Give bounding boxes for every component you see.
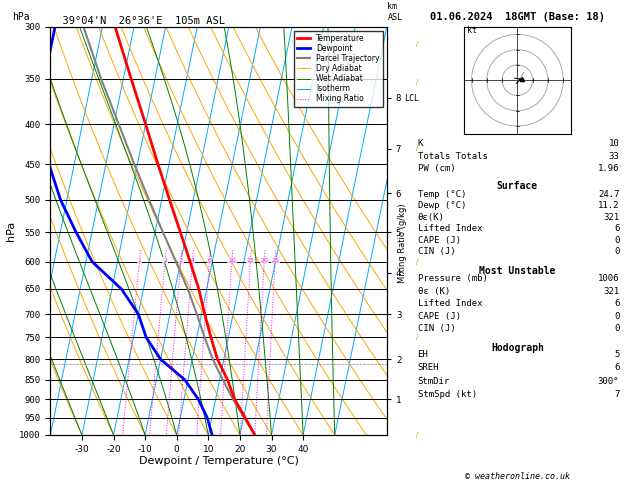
Text: /: / xyxy=(416,259,418,265)
Text: Totals Totals: Totals Totals xyxy=(418,152,487,161)
Text: 0: 0 xyxy=(614,324,620,333)
Text: CAPE (J): CAPE (J) xyxy=(418,312,460,321)
Text: CIN (J): CIN (J) xyxy=(418,247,455,256)
Text: 11.2: 11.2 xyxy=(598,201,620,210)
Text: © weatheronline.co.uk: © weatheronline.co.uk xyxy=(465,472,570,481)
Text: Lifted Index: Lifted Index xyxy=(418,224,482,233)
Text: Most Unstable: Most Unstable xyxy=(479,266,555,276)
Text: 24.7: 24.7 xyxy=(598,190,620,199)
Text: EH: EH xyxy=(418,350,428,359)
Text: 5: 5 xyxy=(614,350,620,359)
Legend: Temperature, Dewpoint, Parcel Trajectory, Dry Adiabat, Wet Adiabat, Isotherm, Mi: Temperature, Dewpoint, Parcel Trajectory… xyxy=(294,31,383,106)
Text: /: / xyxy=(416,334,418,340)
Text: /: / xyxy=(416,41,418,47)
Y-axis label: hPa: hPa xyxy=(6,221,16,241)
Text: /: / xyxy=(416,432,418,438)
Text: 20: 20 xyxy=(260,258,268,262)
Text: 3: 3 xyxy=(179,258,183,262)
Text: Surface: Surface xyxy=(497,181,538,191)
Text: 6: 6 xyxy=(614,364,620,372)
Text: K: K xyxy=(418,139,423,148)
Text: θε (K): θε (K) xyxy=(418,287,450,295)
Text: CAPE (J): CAPE (J) xyxy=(418,236,460,244)
Text: 10: 10 xyxy=(609,139,620,148)
Text: kt: kt xyxy=(467,26,477,35)
Text: 10: 10 xyxy=(228,258,236,262)
Text: 0: 0 xyxy=(614,247,620,256)
Text: θε(K): θε(K) xyxy=(418,213,445,222)
Text: 0: 0 xyxy=(614,236,620,244)
Text: SREH: SREH xyxy=(418,364,439,372)
Text: CIN (J): CIN (J) xyxy=(418,324,455,333)
Text: 4: 4 xyxy=(191,258,194,262)
Text: PW (cm): PW (cm) xyxy=(418,164,455,173)
Text: 25: 25 xyxy=(271,258,279,262)
Text: 6: 6 xyxy=(614,299,620,308)
Text: hPa: hPa xyxy=(13,12,30,22)
Text: 1.96: 1.96 xyxy=(598,164,620,173)
Text: StmDir: StmDir xyxy=(418,377,450,385)
Text: LCL: LCL xyxy=(404,94,420,103)
Text: /: / xyxy=(416,79,418,85)
Text: Dewp (°C): Dewp (°C) xyxy=(418,201,466,210)
Text: 300°: 300° xyxy=(598,377,620,385)
Text: 1: 1 xyxy=(138,258,142,262)
Text: 01.06.2024  18GMT (Base: 18): 01.06.2024 18GMT (Base: 18) xyxy=(430,12,605,22)
Text: 15: 15 xyxy=(247,258,255,262)
Text: 0: 0 xyxy=(614,312,620,321)
Text: 1006: 1006 xyxy=(598,274,620,283)
Text: Lifted Index: Lifted Index xyxy=(418,299,482,308)
Text: Pressure (mb): Pressure (mb) xyxy=(418,274,487,283)
Text: Temp (°C): Temp (°C) xyxy=(418,190,466,199)
Text: 6: 6 xyxy=(208,258,211,262)
Text: /: / xyxy=(416,145,418,151)
Text: Mixing Ratio (g/kg): Mixing Ratio (g/kg) xyxy=(398,203,407,283)
Text: 7: 7 xyxy=(614,390,620,399)
Text: 321: 321 xyxy=(603,287,620,295)
Text: StmSpd (kt): StmSpd (kt) xyxy=(418,390,477,399)
Text: 39°04'N  26°36'E  105m ASL: 39°04'N 26°36'E 105m ASL xyxy=(50,16,225,26)
X-axis label: Dewpoint / Temperature (°C): Dewpoint / Temperature (°C) xyxy=(138,456,299,467)
Text: 321: 321 xyxy=(603,213,620,222)
Text: 6: 6 xyxy=(614,224,620,233)
Text: km
ASL: km ASL xyxy=(387,2,403,22)
Text: Hodograph: Hodograph xyxy=(491,343,544,352)
Text: 33: 33 xyxy=(609,152,620,161)
Text: 2: 2 xyxy=(163,258,167,262)
